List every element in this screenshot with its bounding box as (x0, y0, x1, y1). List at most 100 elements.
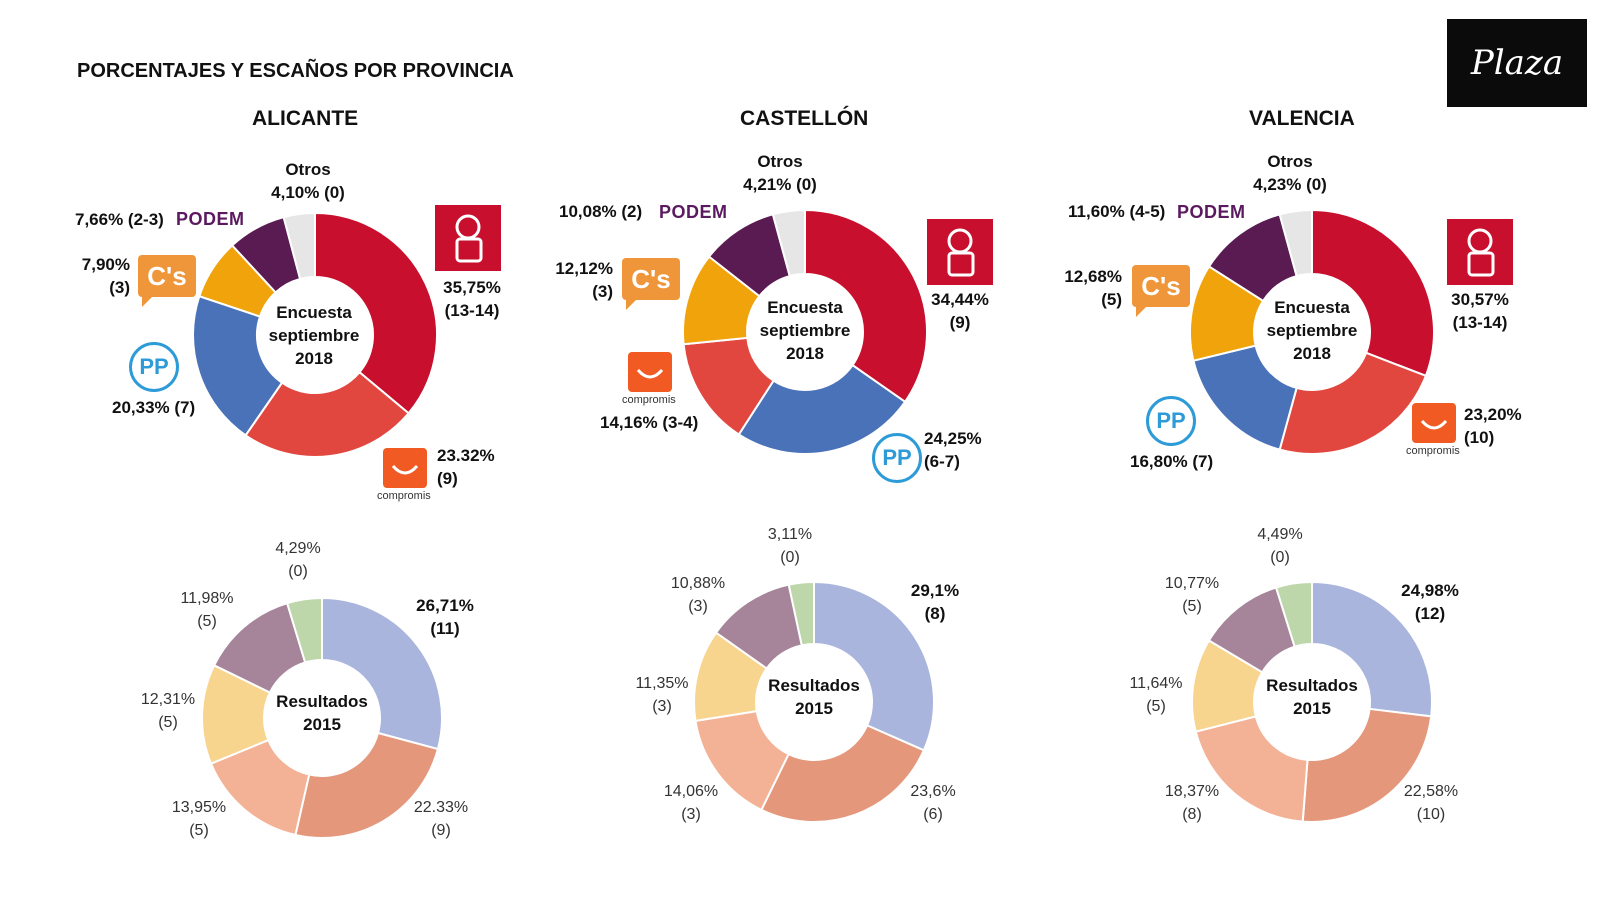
compromis-wordmark: compromis (377, 490, 431, 502)
slice-seats: (8) (924, 604, 946, 623)
otros-name: Otros (757, 152, 803, 171)
slice-label: 12,31% (5) (133, 688, 203, 734)
compromis-logo (383, 448, 427, 488)
rose-fist-icon (947, 228, 975, 277)
center-line: 2018 (1293, 344, 1331, 363)
center-line: Resultados (1266, 676, 1358, 695)
pp-label: 24,25% (6-7) (924, 427, 982, 473)
psoe-label: 35,75% (13-14) (432, 276, 512, 322)
slice-label: 3,11% (0) (760, 523, 820, 569)
slice-value: 11,98% (180, 590, 234, 607)
slice-label: 13,95% (5) (164, 796, 234, 842)
donut-slice (760, 724, 926, 823)
slice-label: 10,88% (3) (663, 572, 733, 618)
psoe-logo (435, 205, 501, 271)
otros-label: Otros 4,10% (0) (263, 158, 353, 204)
slice-seats: (3) (681, 806, 701, 823)
slice-label: 29,1% (8) (900, 579, 970, 625)
otros-name: Otros (285, 160, 331, 179)
cs-logo: C's (138, 255, 196, 307)
rose-fist-icon (1467, 228, 1495, 277)
center-line: 2018 (786, 344, 824, 363)
cs-seats: (5) (1101, 290, 1122, 309)
slice-value: 11,35% (635, 675, 689, 692)
slice-seats: (0) (288, 563, 308, 580)
center-line: 2018 (295, 349, 333, 368)
cs-label: 12,12% (3) (543, 257, 613, 303)
slice-seats: (9) (431, 822, 451, 839)
cs-seats: (3) (109, 278, 130, 297)
cs-label: 7,90% (3) (60, 253, 130, 299)
donut-slice (1278, 351, 1428, 455)
plaza-logo: Plaza (1447, 19, 1587, 107)
pp-label: 20,33% (7) (112, 398, 196, 417)
psoe-seats: (9) (949, 313, 971, 332)
pp-logo: PP (129, 342, 179, 392)
center-line: Resultados (768, 676, 860, 695)
chart-title-valencia: VALENCIA (1249, 107, 1355, 130)
podemos-label: 7,66% (2-3) (75, 210, 164, 229)
psoe-label: 34,44% (9) (920, 288, 1000, 334)
psoe-value: 35,75% (443, 278, 501, 297)
donut-slice (1311, 580, 1433, 718)
compromis-seats: (10) (1464, 428, 1495, 447)
compromis-logo (1412, 403, 1456, 443)
donut-slice (771, 208, 806, 278)
slice-value: 24,98% (1401, 581, 1459, 600)
podemos-label: 10,08% (2) (559, 202, 643, 221)
smile-icon (1420, 419, 1448, 430)
cs-value: 12,12% (555, 259, 613, 278)
compromis-value: 23.32% (437, 446, 495, 465)
slice-seats: (5) (189, 822, 209, 839)
slice-label: 4,29% (0) (268, 537, 328, 583)
donut-slice (1311, 208, 1435, 378)
donut-slice (282, 211, 316, 281)
slice-value: 4,49% (1257, 526, 1303, 543)
podemos-logo: PODEM (176, 209, 245, 229)
podemos-logo: PODEM (659, 202, 728, 222)
otros-label: Otros 4,21% (0) (730, 150, 830, 196)
slice-label: 18,37% (8) (1157, 780, 1227, 826)
center-line: septiembre (759, 321, 851, 340)
center-line: Encuesta (1274, 298, 1350, 317)
donut-center-label: Encuesta septiembre 2018 (745, 296, 865, 365)
chart-title-alicante: ALICANTE (252, 107, 359, 130)
slice-seats: (8) (1182, 806, 1202, 823)
slice-seats: (12) (1414, 604, 1446, 623)
slice-seats: (5) (158, 714, 178, 731)
psoe-seats: (13-14) (444, 301, 500, 320)
pp-logo: PP (1146, 396, 1196, 446)
donut-slice (244, 370, 410, 458)
slice-seats: (5) (197, 613, 217, 630)
donut-center-label: Resultados 2015 (754, 674, 874, 720)
page-title: PORCENTAJES Y ESCAÑOS POR PROVINCIA (77, 60, 514, 82)
slice-value: 23,6% (910, 783, 956, 800)
podemos-logo: PODEM (1177, 202, 1246, 222)
pp-logo: PP (872, 433, 922, 483)
donut-slice (314, 211, 438, 415)
psoe-seats: (13-14) (1452, 313, 1508, 332)
donut-slice (787, 580, 815, 647)
slice-label: 11,64% (5) (1121, 672, 1191, 718)
pp-label: 16,80% (7) (1130, 452, 1214, 471)
chart-title-castellon: CASTELLÓN (740, 107, 869, 130)
slice-value: 14,06% (663, 783, 719, 800)
center-line: Resultados (276, 692, 368, 711)
donut-slice (1274, 580, 1313, 648)
donut-slice (813, 580, 935, 752)
donut-slice (294, 731, 440, 839)
compromis-label: 23.32% (9) (437, 444, 495, 490)
slice-value: 11,64% (1129, 675, 1183, 692)
slice-value: 13,95% (171, 799, 227, 816)
slice-label: 26,71% (11) (410, 594, 480, 640)
compromis-label: 23,20% (10) (1464, 403, 1522, 449)
slice-value: 10,77% (1164, 575, 1220, 592)
cs-seats: (3) (592, 282, 613, 301)
slice-value: 22.33% (413, 799, 469, 816)
otros-label: Otros 4,23% (0) (1240, 150, 1340, 196)
slice-seats: (10) (1416, 806, 1446, 823)
donut-slice (737, 363, 907, 455)
slice-seats: (6) (923, 806, 943, 823)
compromis-seats: (9) (437, 469, 458, 488)
